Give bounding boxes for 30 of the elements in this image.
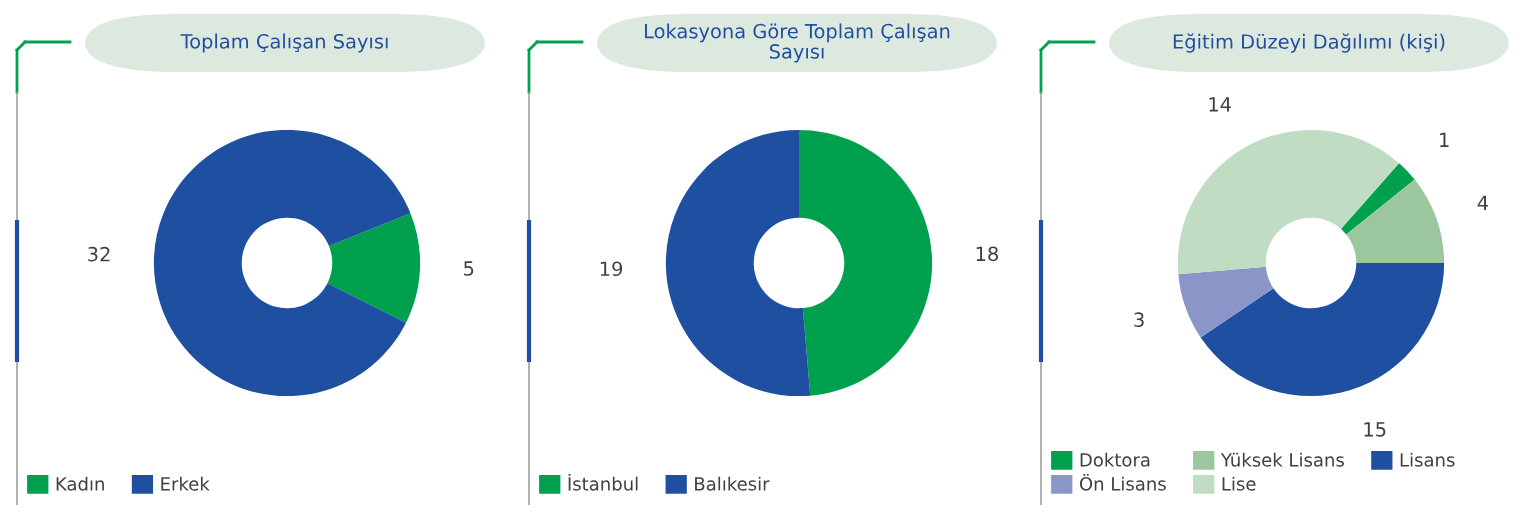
donut-slice xyxy=(799,129,933,396)
donut-slice xyxy=(1200,263,1445,397)
donut-slice xyxy=(1340,163,1415,235)
donut-slice xyxy=(153,129,411,397)
data-label: 3 xyxy=(1134,312,1144,328)
legend-label: Lisans xyxy=(1400,452,1455,467)
donut-slice xyxy=(327,213,421,323)
chart-title: Lokasyona Göre Toplam Çalışan Sayısı xyxy=(645,23,950,63)
data-label: 15 xyxy=(1364,422,1386,437)
legend-label: Ön Lisans xyxy=(1079,473,1166,491)
data-label: 32 xyxy=(88,246,110,262)
donut-slice xyxy=(1346,179,1445,264)
data-label: 4 xyxy=(1477,195,1489,210)
data-label: 19 xyxy=(600,261,623,277)
legend-label: Yüksek Lisans xyxy=(1220,452,1344,467)
data-label: 5 xyxy=(464,261,474,276)
legend-label: Doktora xyxy=(1080,452,1150,467)
legend-label: Kadın xyxy=(56,476,104,491)
donut-slice xyxy=(1177,129,1400,275)
chart-title: Toplam Çalışan Sayısı xyxy=(180,33,388,53)
data-label: 18 xyxy=(976,246,998,262)
donut-slice xyxy=(1178,266,1274,338)
legend-label: Lise xyxy=(1222,476,1256,491)
donut-slice xyxy=(665,129,811,397)
legend-label: Balıkesir xyxy=(695,476,770,491)
data-label: 14 xyxy=(1209,97,1231,112)
data-label: 1 xyxy=(1440,132,1449,147)
chart-title: Eğitim Düzeyi Dağılımı (kişi) xyxy=(1173,33,1445,53)
legend-label: Erkek xyxy=(161,476,210,491)
legend-label: İstanbul xyxy=(568,473,638,491)
